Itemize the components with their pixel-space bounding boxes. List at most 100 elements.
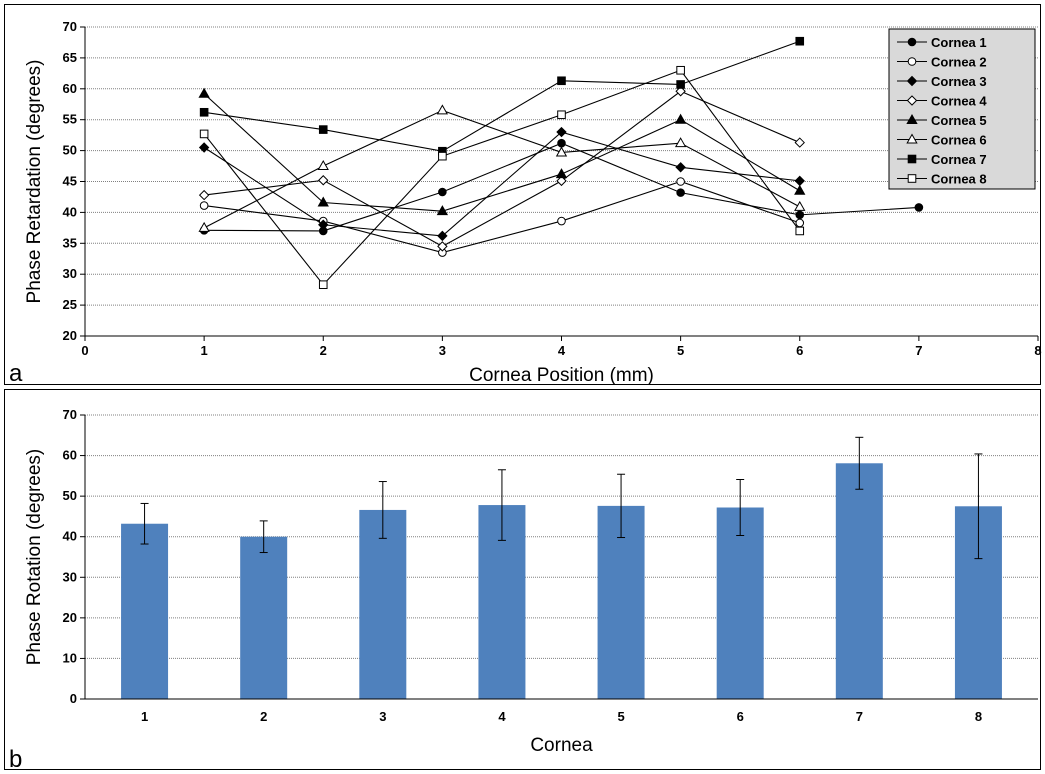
data-point <box>676 65 685 75</box>
data-point <box>557 76 566 86</box>
legend-label: Cornea 5 <box>931 113 987 128</box>
data-point <box>438 151 447 161</box>
panel-label: a <box>9 360 23 387</box>
data-point <box>794 175 805 187</box>
legend-marker <box>906 75 918 87</box>
data-point <box>795 210 805 220</box>
data-point <box>198 142 210 153</box>
x-tick-label: 4 <box>498 709 506 724</box>
y-tick-label: 40 <box>63 529 77 544</box>
data-point <box>675 86 686 97</box>
legend-marker <box>906 95 918 106</box>
data-point <box>795 226 805 236</box>
x-tick-label: 4 <box>558 343 566 358</box>
y-tick-label: 10 <box>63 650 77 665</box>
series-line <box>204 40 800 152</box>
x-tick-label: 7 <box>915 343 922 358</box>
data-point <box>675 162 686 173</box>
bar <box>121 523 169 699</box>
y-tick-label: 70 <box>63 19 77 34</box>
x-axis-title: Cornea Position (mm) <box>469 365 654 386</box>
data-point <box>557 110 566 120</box>
data-point <box>794 200 806 211</box>
error-bar <box>617 473 626 539</box>
y-tick-label: 65 <box>63 50 77 65</box>
y-axis-title: Phase Retardation (degrees) <box>24 60 45 304</box>
data-point <box>914 203 924 212</box>
error-bar <box>378 481 387 539</box>
y-tick-label: 70 <box>63 407 77 422</box>
legend-marker <box>907 57 917 66</box>
y-tick-label: 0 <box>70 691 77 706</box>
legend-label: Cornea 4 <box>931 94 987 109</box>
bar <box>597 505 645 699</box>
y-tick-label: 20 <box>63 328 77 343</box>
y-tick-label: 50 <box>63 143 77 158</box>
bar <box>835 463 883 699</box>
y-tick-label: 30 <box>63 266 77 281</box>
data-point <box>794 184 806 195</box>
error-bar <box>855 436 864 490</box>
data-point <box>198 189 210 201</box>
data-point <box>199 129 209 139</box>
data-point <box>556 175 567 187</box>
y-tick-label: 50 <box>63 488 77 503</box>
x-tick-label: 3 <box>379 709 386 724</box>
data-point <box>198 87 210 98</box>
x-tick-label: 7 <box>856 709 863 724</box>
panel-a-line-chart: 20 25 30 35 40 45 50 55 60 65 70 0 1 2 3 4 5 6 7 8 Cornea Po… <box>4 4 1042 387</box>
series-line <box>203 109 801 229</box>
series-line <box>203 69 801 286</box>
legend-label: Cornea 3 <box>931 74 987 89</box>
error-bar <box>140 502 149 545</box>
error-bar <box>259 520 268 554</box>
data-point <box>437 241 448 252</box>
series-line <box>203 93 801 212</box>
x-tick-label: 2 <box>320 343 327 358</box>
x-tick-label: 6 <box>737 709 744 724</box>
legend-label: Cornea 8 <box>931 172 987 187</box>
y-tick-label: 35 <box>63 235 77 250</box>
series-5 <box>198 87 806 216</box>
y-tick-label: 20 <box>63 610 77 625</box>
error-bar <box>736 479 745 536</box>
data-point <box>199 107 209 117</box>
x-tick-label: 1 <box>201 343 208 358</box>
series-line <box>204 180 800 254</box>
x-tick-label: 8 <box>975 709 982 724</box>
series-line <box>204 90 800 248</box>
legend-marker <box>906 113 918 124</box>
series-2 <box>199 177 805 257</box>
series-line <box>203 131 800 237</box>
data-point <box>674 113 687 124</box>
data-point <box>557 216 566 226</box>
legend-marker <box>907 174 917 183</box>
legend-label: Cornea 6 <box>931 133 987 148</box>
x-tick-label: 5 <box>677 343 684 358</box>
y-tick-label: 45 <box>63 174 77 189</box>
data-point <box>436 104 449 115</box>
data-point <box>676 188 685 197</box>
x-tick-label: 0 <box>81 343 88 358</box>
series-4 <box>198 86 805 252</box>
data-point <box>438 187 447 197</box>
y-axis-title: Phase Rotation (degrees) <box>24 449 45 666</box>
data-point <box>555 168 568 179</box>
data-point <box>676 80 685 89</box>
legend-marker <box>906 133 918 144</box>
y-tick-label: 40 <box>63 204 77 219</box>
data-point <box>436 205 449 216</box>
legend-label: Cornea 2 <box>931 55 987 70</box>
data-point <box>318 219 329 230</box>
data-point <box>317 160 329 171</box>
data-point <box>556 126 567 138</box>
bar <box>240 536 288 699</box>
data-point <box>437 230 448 242</box>
bar <box>359 509 407 699</box>
series-3 <box>198 126 805 242</box>
data-point <box>199 201 209 210</box>
series-6 <box>198 104 806 232</box>
panel-label: b <box>9 746 22 773</box>
data-point <box>198 221 210 232</box>
